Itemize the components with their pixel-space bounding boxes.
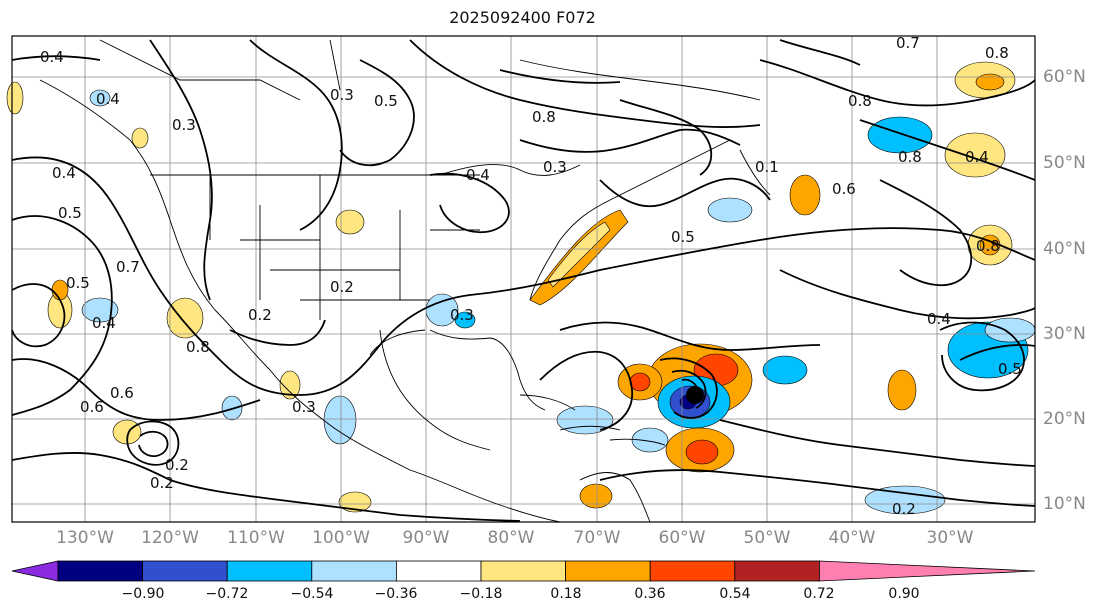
- contour-label: 0.4: [52, 164, 76, 182]
- contour-label: 0.8: [976, 237, 1000, 255]
- lat-label: 30°N: [1043, 324, 1086, 344]
- contour-labels: 0.40.40.40.50.70.50.40.80.20.20.60.60.20…: [40, 34, 1022, 518]
- lon-label: 130°W: [56, 528, 114, 548]
- colorbar-segment: [311, 560, 397, 582]
- lat-label: 10°N: [1043, 494, 1086, 514]
- colorbar-tick-label: −0.18: [459, 586, 503, 602]
- colorbar-tick-label: 0.54: [719, 586, 751, 602]
- contour-label: 0.3: [292, 398, 316, 416]
- lon-label: 100°W: [312, 528, 370, 548]
- lon-label: 80°W: [487, 528, 535, 548]
- contour-label: 0.1: [755, 158, 779, 176]
- lon-label: 110°W: [227, 528, 285, 548]
- colorbar-tick-label: 0.90: [888, 586, 920, 602]
- contour-label: 0.4: [927, 310, 951, 328]
- colorbar-tick-label: −0.54: [290, 586, 334, 602]
- contour-label: 0.2: [150, 474, 174, 492]
- colorbar-extension-min: [11, 560, 59, 582]
- colorbar-tick-label: −0.36: [374, 586, 418, 602]
- colorbar-segment: [480, 560, 566, 582]
- lon-label: 30°W: [926, 528, 974, 548]
- contour-label: 0.5: [374, 92, 398, 110]
- contour-label: 0.8: [532, 108, 556, 126]
- contour-label: 0.6: [80, 398, 104, 416]
- contour-label: 0.2: [892, 500, 916, 518]
- lat-label: 60°N: [1043, 67, 1086, 87]
- contour-label: 0.8: [186, 338, 210, 356]
- lat-label: 50°N: [1043, 153, 1086, 173]
- contour-label: 0.6: [110, 384, 134, 402]
- lon-label: 90°W: [402, 528, 450, 548]
- contour-label: 0.5: [671, 228, 695, 246]
- colorbar-segment: [565, 560, 651, 582]
- colorbar-tick-label: −0.72: [205, 586, 249, 602]
- contour-label: 0.5: [58, 204, 82, 222]
- contour-label: 0.7: [896, 34, 920, 52]
- contour-label: 0.6: [832, 180, 856, 198]
- colorbar-tick-label: 0.36: [634, 586, 666, 602]
- lon-label: 120°W: [141, 528, 199, 548]
- contour-label: 0.7: [116, 258, 140, 276]
- contour-label: 0.4: [466, 166, 490, 184]
- lon-label: 60°W: [658, 528, 706, 548]
- lat-label: 40°N: [1043, 239, 1086, 259]
- map-frame: [11, 35, 1036, 523]
- map-panel: [6, 36, 1036, 523]
- contour-label: 0.2: [165, 456, 189, 474]
- contour-label: 0.3: [543, 158, 567, 176]
- contour-label: 0.2: [248, 306, 272, 324]
- contour-label: 0.3: [172, 116, 196, 134]
- contour-label: 0.8: [898, 148, 922, 166]
- contour-label: 0.8: [985, 44, 1009, 62]
- storm-center-marker: [686, 386, 704, 404]
- colorbar-segment: [57, 560, 143, 582]
- contour-label: 0.4: [92, 314, 116, 332]
- contour-label: 0.4: [96, 90, 120, 108]
- colorbar-tick-label: −0.90: [121, 586, 165, 602]
- coastlines: [39, 39, 771, 523]
- contour-label: 0.4: [965, 148, 989, 166]
- lon-label: 40°W: [828, 528, 876, 548]
- contour-label: 0.4: [40, 48, 64, 66]
- contour-label: 0.8: [848, 92, 872, 110]
- colorbar-tick-label: 0.18: [550, 586, 582, 602]
- contour-label: 0.3: [450, 306, 474, 324]
- colorbar-extension-max: [819, 560, 1036, 582]
- colorbar-segment: [226, 560, 313, 582]
- lon-label: 50°W: [743, 528, 791, 548]
- contour-lines: [11, 39, 1036, 522]
- colorbar: [11, 560, 1036, 582]
- contour-label: 0.2: [330, 278, 354, 296]
- map-title: 2025092400 F072: [449, 8, 596, 27]
- lat-lon-gridlines: [12, 36, 1035, 522]
- colorbar-segment: [734, 560, 820, 582]
- lat-label: 20°N: [1043, 409, 1086, 429]
- contour-label: 0.5: [998, 360, 1022, 378]
- contour-label: 0.5: [66, 274, 90, 292]
- contour-label: 0.3: [330, 86, 354, 104]
- colorbar-segment: [395, 560, 482, 582]
- colorbar-tick-label: 0.72: [803, 586, 835, 602]
- colorbar-segment: [649, 560, 736, 582]
- colorbar-segment: [142, 560, 228, 582]
- lon-label: 70°W: [573, 528, 621, 548]
